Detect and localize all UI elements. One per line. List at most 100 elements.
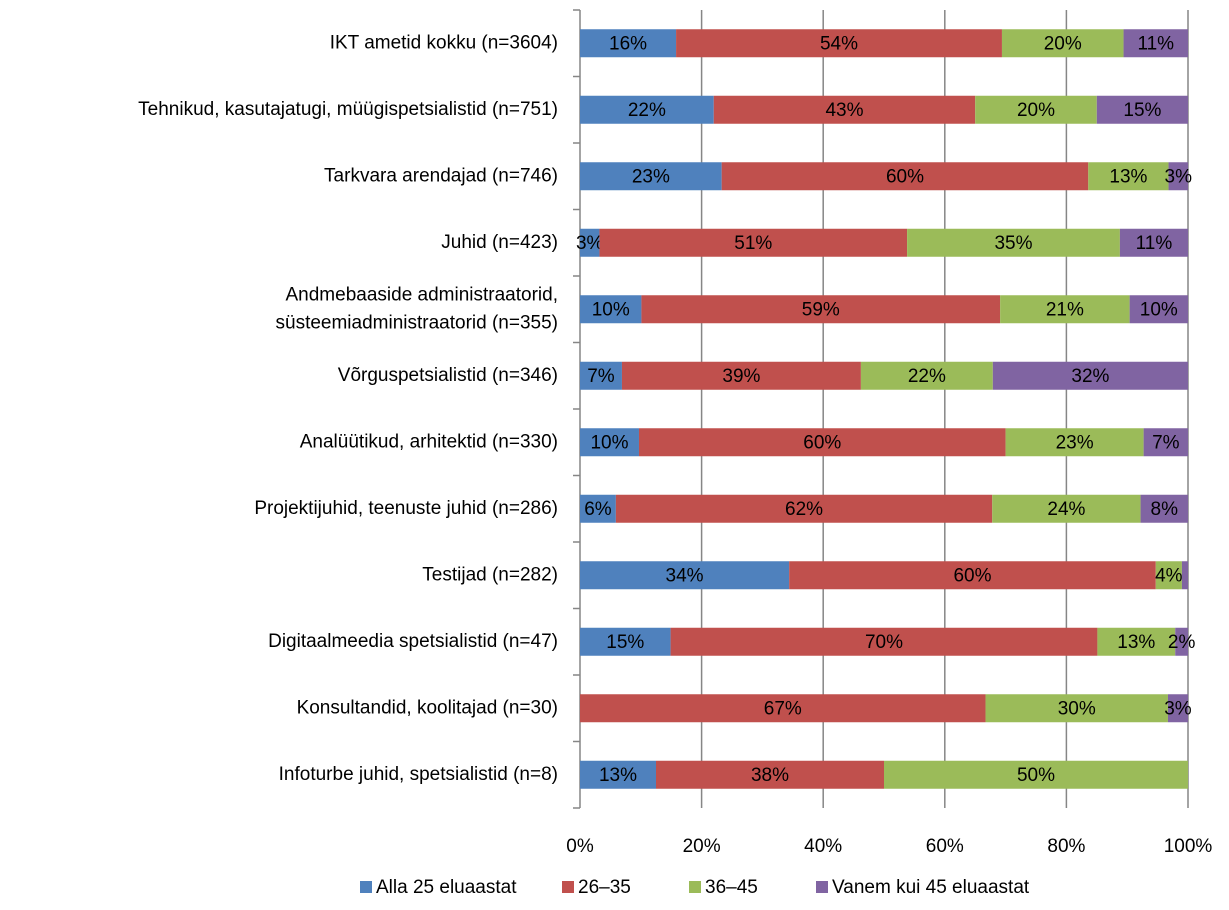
bar-segment [1167,694,1188,723]
bar-segment [580,627,671,656]
bar-segment [1140,494,1188,523]
y-tick-label: Juhid (n=423) [441,232,558,253]
legend-swatch [816,881,828,893]
data-label: 59% [802,299,840,320]
legend-swatch [360,881,372,893]
data-label: 10% [1140,299,1178,320]
x-tick-label: 40% [804,836,842,857]
legend-swatch [562,881,574,893]
legend-label: Vanem kui 45 eluaastat [832,877,1030,898]
bar-segment [1175,627,1188,656]
data-label: 16% [609,33,647,54]
bar-segment [580,162,722,191]
data-label: 3% [1164,698,1192,719]
bar-segment [1119,228,1188,257]
data-label: 39% [722,366,760,387]
bar-segment [860,361,993,390]
data-label: 13% [1109,166,1147,187]
data-label: 50% [1017,765,1055,786]
y-tick-label: Konsultandid, koolitajad (n=30) [297,697,558,718]
x-tick-label: 80% [1047,836,1085,857]
data-label: 10% [592,299,630,320]
bar-segment [721,162,1089,191]
label-line: Juhid (n=423) [441,232,558,253]
label-line: süsteemiadministraatorid (n=355) [276,312,559,333]
y-tick-label: IKT ametid kokku (n=3604) [330,32,558,53]
bar-segment [1097,627,1176,656]
y-tick-label: Digitaalmeedia spetsialistid (n=47) [268,631,558,652]
bar-segment [1129,295,1188,324]
bar-segment [1000,295,1130,324]
label-line: Tehnikud, kasutajatugi, müügispetsialist… [138,99,558,120]
bar-segment [580,428,639,457]
bar-segment [580,561,790,590]
bar-segment [599,228,908,257]
legend-label: Alla 25 eluaastat [376,877,517,898]
data-label: 35% [994,233,1032,254]
bar-segment [580,29,677,58]
bar-segment [1155,561,1182,590]
bar-segment [580,760,656,789]
x-tick-label: 100% [1164,836,1213,857]
label-line: Andmebaaside administraatorid, [286,284,559,305]
bar-segment [1168,162,1188,191]
data-label: 10% [590,432,628,453]
data-label: 54% [820,33,858,54]
bar-segment [1005,428,1144,457]
label-line: Tarkvara arendajad (n=746) [324,165,558,186]
data-label: 60% [953,565,991,586]
data-label: 23% [1056,432,1094,453]
bar-segment [580,361,622,390]
bar-segment [580,494,616,523]
y-tick-label: Tarkvara arendajad (n=746) [324,165,558,186]
data-label: 13% [1117,632,1155,653]
data-label: 22% [628,100,666,121]
label-line: Projektijuhid, teenuste juhid (n=286) [254,498,558,519]
bar-segment [713,95,976,124]
bar-segment [985,694,1168,723]
data-label: 7% [587,366,615,387]
bar-segment [975,95,1097,124]
data-label: 60% [886,166,924,187]
bar-segment [638,428,1006,457]
x-tick-label: 60% [926,836,964,857]
data-label: 30% [1058,698,1096,719]
label-line: Võrguspetsialistid (n=346) [338,365,558,386]
y-tick-label: Projektijuhid, teenuste juhid (n=286) [254,498,558,519]
bar-segment [1143,428,1188,457]
legend-swatch [689,881,701,893]
data-label: 60% [803,432,841,453]
data-label: 20% [1044,33,1082,54]
data-label: 62% [785,499,823,520]
data-label: 13% [599,765,637,786]
y-tick-label: Analüütikud, arhitektid (n=330) [300,431,558,452]
data-label: 6% [584,499,612,520]
bar-segment [641,295,1001,324]
data-label: 7% [1152,432,1180,453]
bar-segment [884,760,1188,789]
data-label: 8% [1151,499,1179,520]
data-label: 3% [1165,166,1193,187]
bar-segment [992,361,1188,390]
x-tick-label: 0% [566,836,594,857]
data-label: 32% [1071,366,1109,387]
data-label: 51% [734,233,772,254]
bar-segment [1001,29,1124,58]
bar-segment [1096,95,1188,124]
bar-segment [1088,162,1169,191]
data-label: 38% [751,765,789,786]
x-tick-label: 20% [683,836,721,857]
bar-segment [1123,29,1188,58]
y-tick-label: Andmebaaside administraatorid, süsteemiad… [276,284,559,333]
legend-label: 26–35 [578,877,631,898]
data-label: 24% [1047,499,1085,520]
bar-segment [656,760,884,789]
y-tick-label: Infoturbe juhid, spetsialistid (n=8) [279,764,558,785]
label-line: Konsultandid, koolitajad (n=30) [297,697,558,718]
data-label: 20% [1017,100,1055,121]
bar-segment [615,494,993,523]
label-line: IKT ametid kokku (n=3604) [330,32,558,53]
data-label: 4% [1155,565,1183,586]
label-line: Infoturbe juhid, spetsialistid (n=8) [279,764,558,785]
